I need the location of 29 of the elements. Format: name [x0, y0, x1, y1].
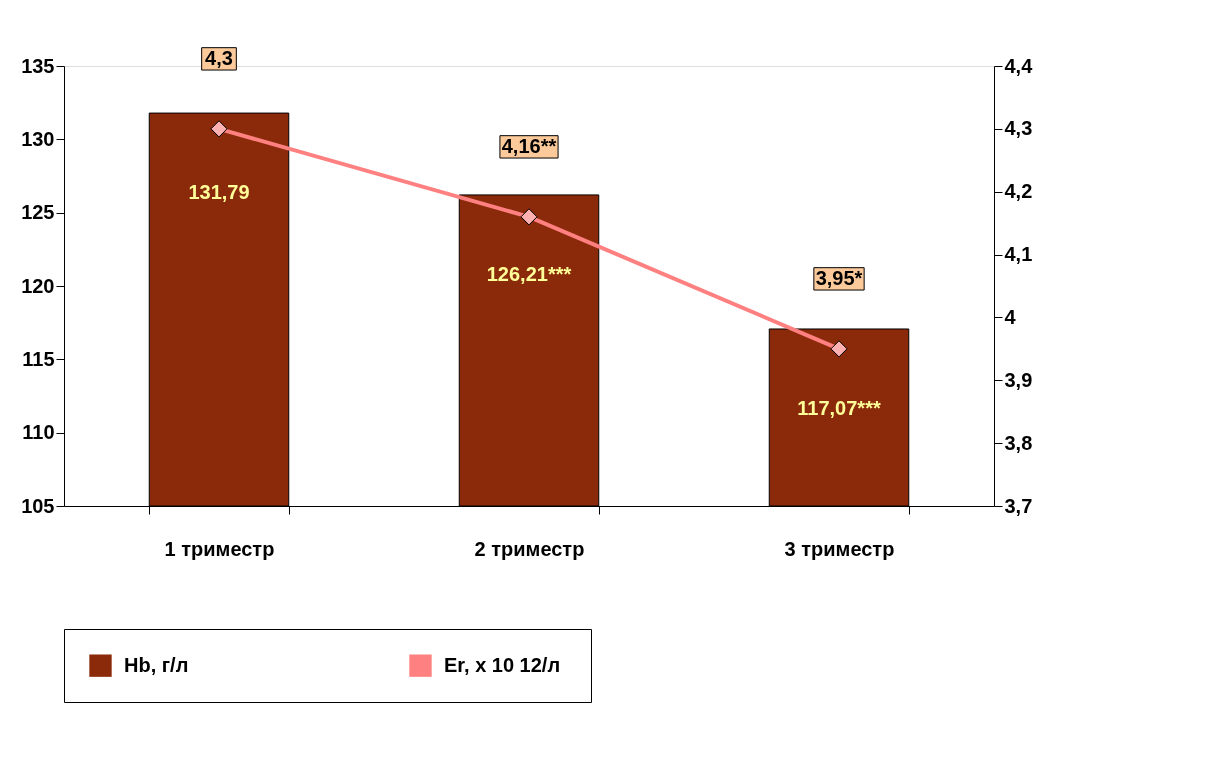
y-tick-label: 130 — [21, 127, 55, 150]
y2-tick-label: 3,9 — [1004, 368, 1033, 391]
y-tick-label: 115 — [22, 347, 55, 370]
x-tick-label: 2 триместр — [474, 537, 585, 560]
legend-label: Er, x 10 12/л — [444, 653, 561, 676]
y-tick-label: 105 — [21, 494, 55, 517]
data-label: 126,21*** — [486, 262, 572, 285]
y2-tick-label: 4,4 — [1004, 54, 1034, 77]
point — [520, 208, 538, 226]
y2-tick-label: 4,1 — [1004, 243, 1033, 266]
y-tick-label: 110 — [22, 421, 55, 444]
point — [210, 120, 228, 138]
data-label: 131,79 — [188, 181, 250, 204]
data-label: 4,3 — [205, 46, 233, 69]
y-tick-label: 120 — [21, 274, 55, 297]
data-label: 4,16** — [501, 134, 557, 157]
y-tick-label: 135 — [21, 54, 55, 77]
data-label: 117,07*** — [797, 396, 881, 419]
x-tick-label: 1 триместр — [164, 537, 275, 560]
x-tick-label: 3 триместр — [784, 537, 895, 560]
y2-tick-label: 3,7 — [1004, 494, 1033, 517]
y-tick-label: 125 — [21, 201, 55, 224]
y2-tick-label: 3,8 — [1004, 431, 1033, 454]
point — [830, 340, 848, 358]
legend-label: Hb, г/л — [124, 653, 189, 676]
y2-tick-label: 4,3 — [1004, 117, 1033, 140]
y2-tick-label: 4,2 — [1004, 180, 1033, 203]
y2-tick-label: 4 — [1004, 305, 1017, 328]
data-label: 3,95* — [815, 266, 863, 289]
